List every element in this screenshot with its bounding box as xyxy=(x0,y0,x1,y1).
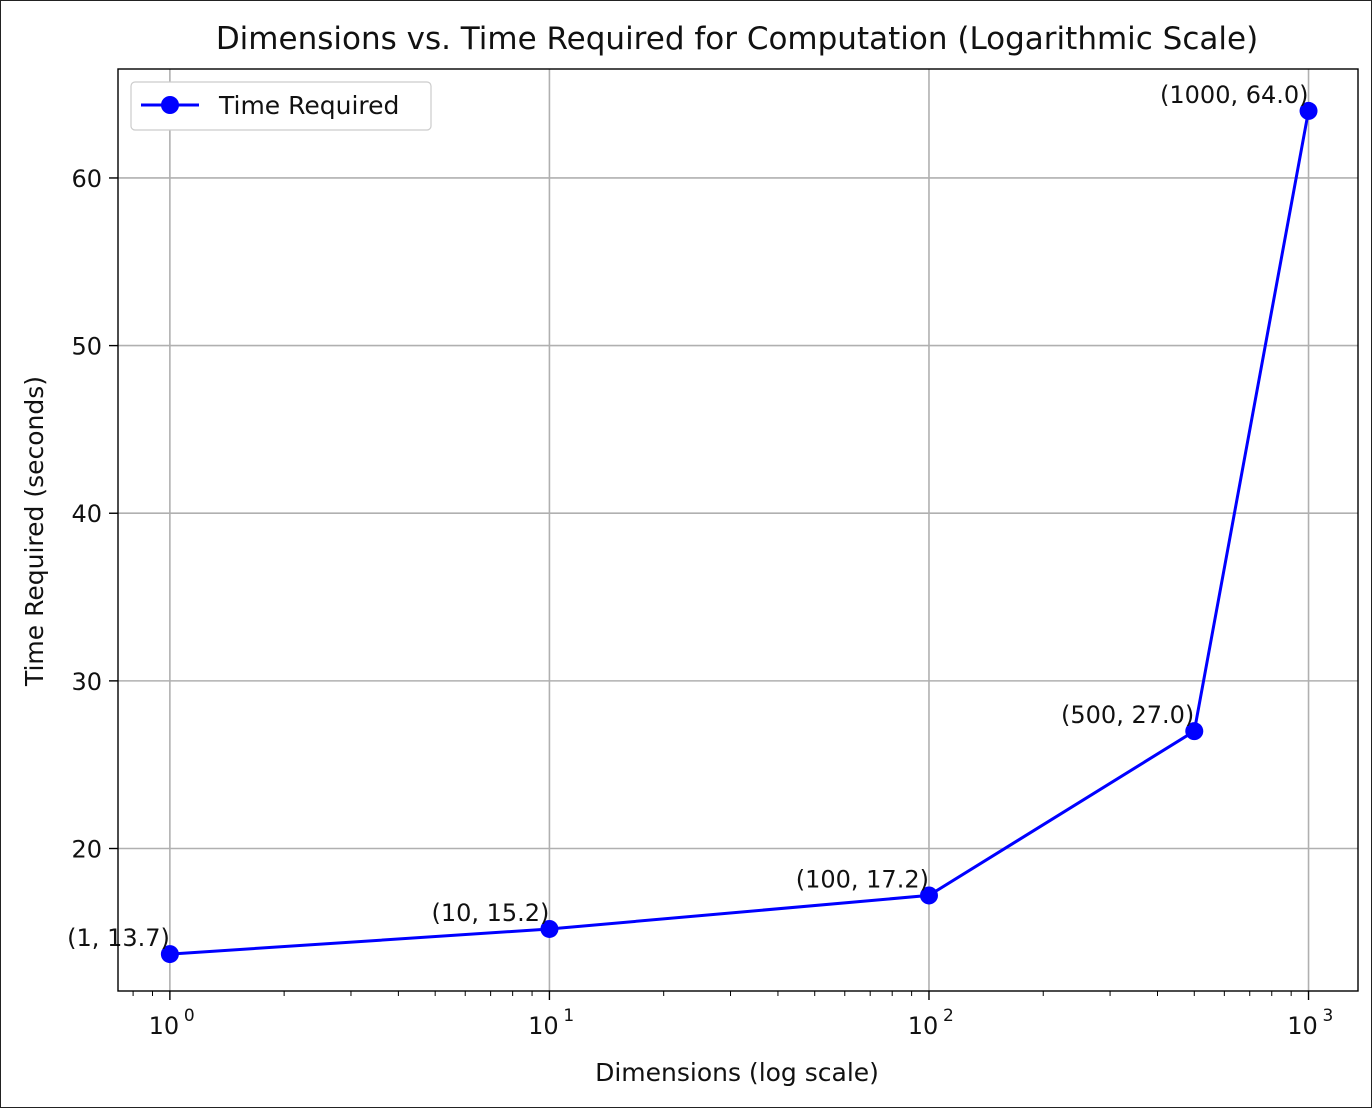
x-axis-ticks: 10 0 10 1 10 2 10 3 xyxy=(132,991,1334,1040)
chart-title: Dimensions vs. Time Required for Computa… xyxy=(216,21,1258,57)
x-tick-exponent: 0 xyxy=(184,1006,195,1026)
legend-label: Time Required xyxy=(218,91,399,120)
legend: Time Required xyxy=(130,81,432,131)
x-tick-exponent: 2 xyxy=(943,1006,954,1026)
x-tick-label: 10 xyxy=(908,1012,939,1040)
x-axis-label: Dimensions (log scale) xyxy=(595,1058,879,1087)
y-tick-label: 40 xyxy=(71,500,102,528)
series-line xyxy=(169,110,1310,956)
data-point-marker xyxy=(160,945,179,964)
data-point-label: (10, 15.2) xyxy=(431,899,549,927)
data-point-label: (1000, 64.0) xyxy=(1160,81,1309,109)
data-point-label: (500, 27.0) xyxy=(1061,701,1194,729)
data-labels: (1, 13.7)(10, 15.2)(100, 17.2)(500, 27.0… xyxy=(67,81,1308,952)
x-tick-exponent: 1 xyxy=(563,1006,574,1026)
x-tick-exponent: 3 xyxy=(1323,1006,1334,1026)
data-point-marker xyxy=(540,919,559,938)
y-tick-label: 20 xyxy=(71,836,102,864)
y-tick-label: 30 xyxy=(71,668,102,696)
series-layer xyxy=(160,101,1318,964)
y-axis-ticks: 20 30 40 50 60 xyxy=(71,165,118,864)
x-tick-label: 10 xyxy=(149,1012,180,1040)
y-axis-label: Time Required (seconds) xyxy=(20,376,49,687)
data-point-label: (100, 17.2) xyxy=(796,865,929,893)
legend-marker-swatch xyxy=(161,96,179,114)
x-tick-label: 10 xyxy=(1287,1012,1318,1040)
grid-lines xyxy=(118,69,1358,991)
data-point-marker xyxy=(1185,722,1204,741)
data-point-marker xyxy=(1299,101,1318,120)
x-tick-label: 10 xyxy=(528,1012,559,1040)
plot-frame xyxy=(117,68,1359,992)
data-point-marker xyxy=(919,886,938,905)
y-tick-label: 60 xyxy=(71,165,102,193)
y-tick-label: 50 xyxy=(71,333,102,361)
legend-box xyxy=(130,81,432,131)
